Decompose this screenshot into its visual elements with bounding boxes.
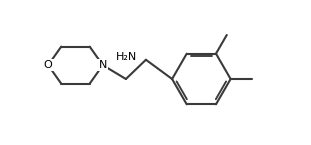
Text: N: N (99, 60, 107, 70)
Text: O: O (44, 60, 53, 70)
Text: H₂N: H₂N (115, 52, 137, 62)
